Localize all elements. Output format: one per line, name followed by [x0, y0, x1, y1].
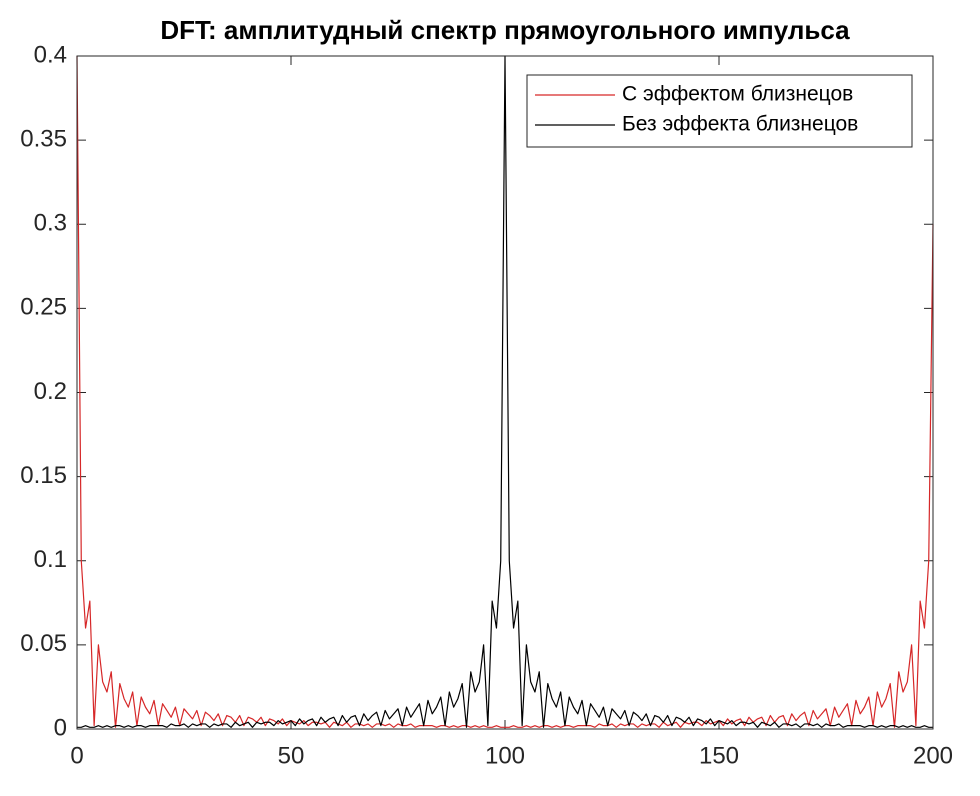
y-tick-label: 0 [54, 714, 67, 741]
y-tick-label: 0.15 [20, 462, 67, 489]
y-tick-label: 0.05 [20, 630, 67, 657]
chart-title: DFT: амплитудный спектр прямоугольного и… [160, 15, 850, 45]
x-tick-label: 0 [70, 742, 83, 769]
y-tick-label: 0.2 [34, 378, 67, 405]
series-line [76, 55, 934, 728]
y-tick-label: 0.25 [20, 294, 67, 321]
y-tick-label: 0.1 [34, 546, 67, 573]
y-tick-label: 0.4 [34, 41, 67, 68]
x-tick-label: 200 [913, 742, 953, 769]
y-tick-label: 0.3 [34, 210, 67, 237]
axes-box [76, 55, 934, 730]
legend-label: С эффектом близнецов [622, 83, 853, 106]
legend-label: Без эффекта близнецов [622, 113, 858, 136]
legend-box [526, 74, 913, 148]
x-tick-label: 150 [699, 742, 739, 769]
x-tick-label: 50 [278, 742, 305, 769]
x-tick-label: 100 [485, 742, 525, 769]
y-tick-label: 0.35 [20, 125, 67, 152]
